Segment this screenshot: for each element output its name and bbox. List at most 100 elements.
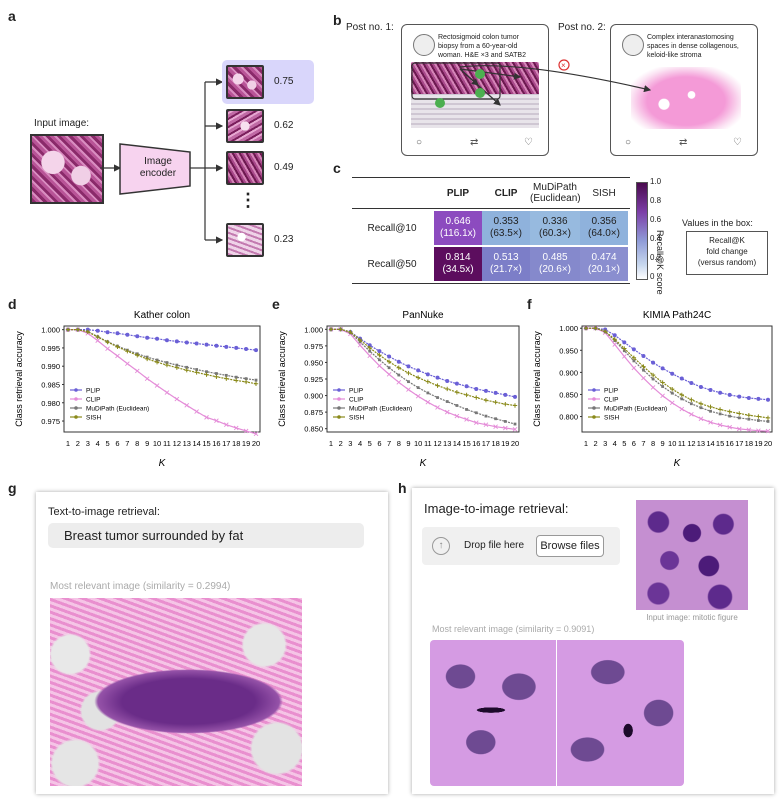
data-point <box>689 402 693 406</box>
data-point <box>435 383 440 388</box>
legend-marker <box>592 388 596 392</box>
col-plip: PLIP <box>446 188 470 199</box>
data-point <box>184 340 189 345</box>
panel-label-f: f <box>527 296 532 312</box>
data-point <box>75 327 81 332</box>
browse-files-button[interactable]: Browse files <box>536 535 604 557</box>
data-point <box>115 344 120 350</box>
x-tick-label: 8 <box>397 439 401 448</box>
data-point <box>194 341 199 346</box>
data-point <box>234 378 239 383</box>
data-point <box>105 346 110 351</box>
data-point <box>483 422 489 428</box>
comment-icon[interactable]: ○ <box>625 137 632 148</box>
data-point <box>766 420 770 423</box>
data-point <box>679 406 685 412</box>
x-tick-label: 10 <box>668 439 676 448</box>
heatmap-cell: 0.353 (63.5×) <box>482 211 530 245</box>
data-point <box>698 416 704 422</box>
retweet-icon[interactable]: ⇄ <box>679 137 688 148</box>
heatmap-cell: 0.356 (64.0×) <box>580 211 628 245</box>
y-tick-label: 0.900 <box>559 368 578 377</box>
colorbar-tick: 1.0 <box>650 177 662 186</box>
data-point <box>155 336 160 341</box>
data-point <box>254 348 258 353</box>
result-image-mitotic <box>430 640 684 786</box>
ellipsis: ⋮ <box>239 190 257 210</box>
data-point <box>747 417 751 421</box>
data-point <box>632 359 636 363</box>
input-image-label: Input image: <box>34 118 90 129</box>
col-mudipath: MuDiPath (Euclidean) <box>530 182 581 204</box>
data-point <box>338 327 343 332</box>
x-axis-label: K <box>674 458 682 469</box>
data-point <box>718 412 722 416</box>
data-point <box>224 373 228 377</box>
y-tick-label: 0.900 <box>304 392 323 401</box>
x-tick-label: 15 <box>716 439 724 448</box>
data-point <box>204 415 209 420</box>
data-point <box>661 385 665 388</box>
data-point <box>474 411 478 415</box>
data-point <box>243 428 249 434</box>
data-point <box>223 422 229 428</box>
comment-icon[interactable]: ○ <box>416 137 423 148</box>
data-point <box>493 399 498 405</box>
data-point <box>679 376 684 381</box>
result-label: Most relevant image (similarity = 0.2994… <box>50 581 231 592</box>
data-point <box>387 354 392 359</box>
x-tick-label: 4 <box>613 439 617 448</box>
y-tick-label: 0.975 <box>41 417 60 426</box>
data-point <box>125 361 130 366</box>
like-icon[interactable]: ♡ <box>733 137 742 148</box>
data-point <box>746 427 752 433</box>
score-1: 0.75 <box>274 76 294 87</box>
data-point <box>756 414 761 419</box>
data-point <box>224 376 229 381</box>
x-tick-label: 14 <box>453 439 461 448</box>
data-point <box>689 412 694 417</box>
data-point <box>154 359 160 365</box>
data-point <box>727 424 733 430</box>
data-point <box>717 407 723 412</box>
retweet-icon[interactable]: ⇄ <box>470 137 479 148</box>
x-axis-label: K <box>159 458 167 469</box>
cross-icon <box>558 59 570 71</box>
x-tick-label: 6 <box>377 439 381 448</box>
series-line <box>586 327 769 419</box>
data-point <box>444 409 450 415</box>
post2-card: Complex interanastomosing spaces in dense… <box>610 24 758 156</box>
post2-text: Complex interanastomosing spaces in dense… <box>647 34 739 59</box>
data-point <box>425 379 431 384</box>
cell-fold: (116.1x) <box>440 228 476 239</box>
legend-entry: MuDiPath (Euclidean) <box>349 406 412 413</box>
colorbar-tick: 0.8 <box>650 196 662 205</box>
cell-fold: (34.5x) <box>442 264 474 275</box>
x-tick-label: 11 <box>424 439 432 448</box>
data-point <box>736 426 742 432</box>
file-dropzone[interactable]: ↑ Drop file here Browse files <box>422 527 620 565</box>
x-tick-label: 16 <box>212 439 220 448</box>
data-point <box>426 391 430 395</box>
heatmap-cell: 0.336 (60.3×) <box>530 211 580 245</box>
score-3: 0.49 <box>274 162 294 173</box>
x-tick-label: 18 <box>491 439 499 448</box>
post2-image <box>631 67 741 129</box>
y-axis-label: Class retrieval accuracy <box>277 331 287 427</box>
data-point <box>689 380 694 385</box>
series-line <box>68 329 257 381</box>
data-point <box>174 396 180 402</box>
like-icon[interactable]: ♡ <box>524 137 533 148</box>
query-input[interactable]: Breast tumor surrounded by fat <box>48 523 364 548</box>
data-point <box>105 330 110 335</box>
cell-value: 0.646 <box>445 216 471 227</box>
x-tick-label: 11 <box>163 439 171 448</box>
y-tick-label: 0.950 <box>559 346 578 355</box>
data-point <box>737 411 742 416</box>
input-caption: Input image: mitotic figure <box>646 613 738 622</box>
legend-marker <box>337 388 341 392</box>
data-point <box>204 372 209 377</box>
y-tick-label: 1.000 <box>559 324 578 333</box>
data-point <box>416 386 420 390</box>
legend-marker <box>592 406 596 410</box>
